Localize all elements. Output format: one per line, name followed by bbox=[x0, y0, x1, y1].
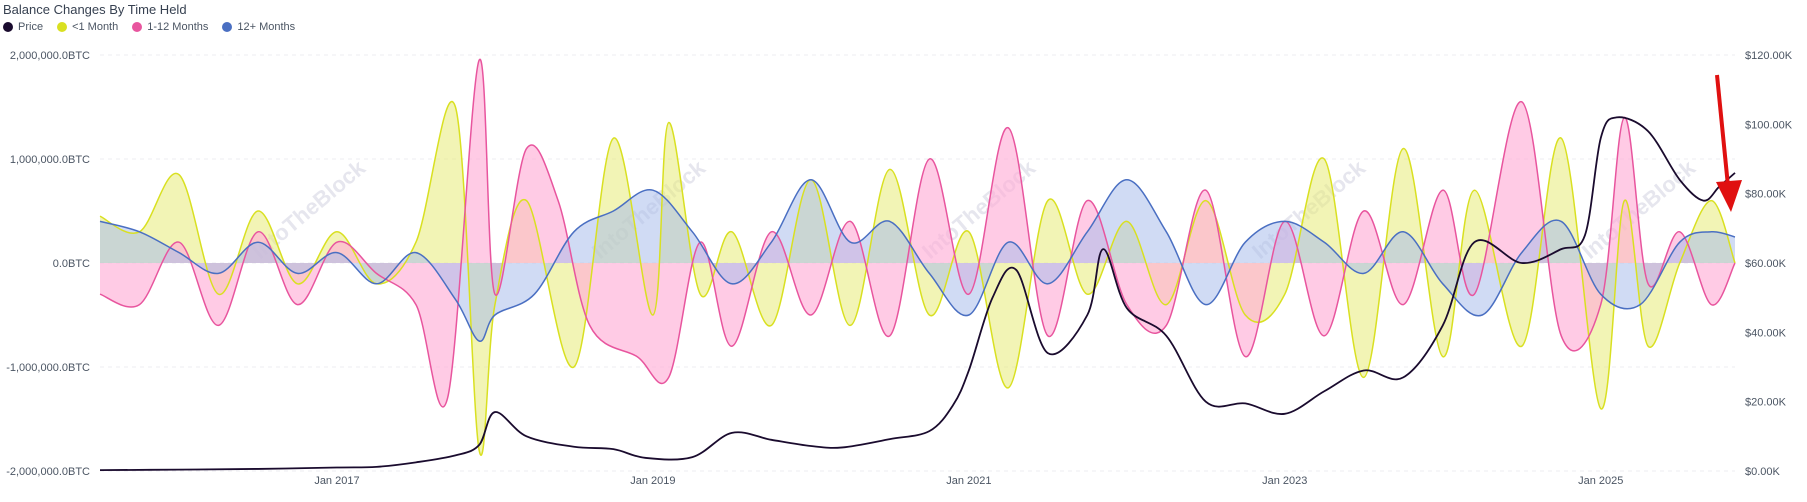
legend-label: 1-12 Months bbox=[147, 21, 209, 33]
y-left-tick-label: 2,000,000.0BTC bbox=[10, 50, 90, 62]
x-tick-label: Jan 2019 bbox=[630, 475, 675, 487]
legend-dot-icon bbox=[222, 22, 233, 32]
y-left-tick-label: -2,000,000.0BTC bbox=[6, 466, 90, 478]
legend-dot-icon bbox=[132, 22, 143, 32]
arrow-head-icon bbox=[1716, 180, 1742, 212]
line-1-12-months bbox=[99, 58, 1736, 408]
legend-label: 12+ Months bbox=[237, 21, 296, 33]
legend-dot-icon bbox=[57, 22, 68, 32]
legend-label: Price bbox=[18, 21, 44, 33]
area-12-months bbox=[100, 179, 1735, 342]
x-tick-label: Jan 2025 bbox=[1578, 475, 1623, 487]
y-left-tick-label: -1,000,000.0BTC bbox=[6, 362, 90, 374]
y-right-tick-label: $80.00K bbox=[1745, 189, 1787, 201]
y-left-tick-label: 0.0BTC bbox=[53, 258, 90, 270]
y-right-tick-label: $20.00K bbox=[1745, 397, 1787, 409]
y-right-tick-label: $40.00K bbox=[1745, 327, 1787, 339]
x-tick-label: Jan 2023 bbox=[1262, 475, 1307, 487]
x-tick-label: Jan 2017 bbox=[314, 475, 359, 487]
legend-item-price[interactable]: Price bbox=[3, 21, 43, 33]
y-right-tick-label: $100.00K bbox=[1745, 119, 1793, 131]
area-1-12-months bbox=[100, 59, 1735, 407]
y-right-tick-label: $0.00K bbox=[1745, 466, 1781, 478]
legend-item-1to12months[interactable]: 1-12 Months bbox=[132, 21, 208, 33]
legend-dot-icon bbox=[3, 22, 13, 32]
y-right-tick-label: $120.00K bbox=[1745, 50, 1793, 62]
line-price bbox=[99, 116, 1736, 472]
arrow-shaft bbox=[1715, 74, 1730, 187]
y-left-tick-label: 1,000,000.0BTC bbox=[10, 154, 90, 166]
legend-item-lt1month[interactable]: <1 Month bbox=[57, 21, 118, 33]
line--1-month bbox=[99, 101, 1736, 456]
y-right-tick-label: $60.00K bbox=[1745, 258, 1787, 270]
legend-label: <1 Month bbox=[72, 21, 119, 33]
chart-title: Balance Changes By Time Held bbox=[3, 2, 187, 17]
annotation-arrow bbox=[1715, 74, 1742, 212]
x-tick-label: Jan 2021 bbox=[946, 475, 991, 487]
line-12-months bbox=[99, 179, 1736, 342]
legend-item-12plusmonths[interactable]: 12+ Months bbox=[222, 21, 295, 33]
line-series bbox=[99, 58, 1736, 472]
legend: Price <1 Month 1-12 Months 12+ Months bbox=[3, 21, 295, 33]
tick-labels: 2,000,000.0BTC 1,000,000.0BTC 0.0BTC -1,000… bbox=[6, 50, 1793, 487]
